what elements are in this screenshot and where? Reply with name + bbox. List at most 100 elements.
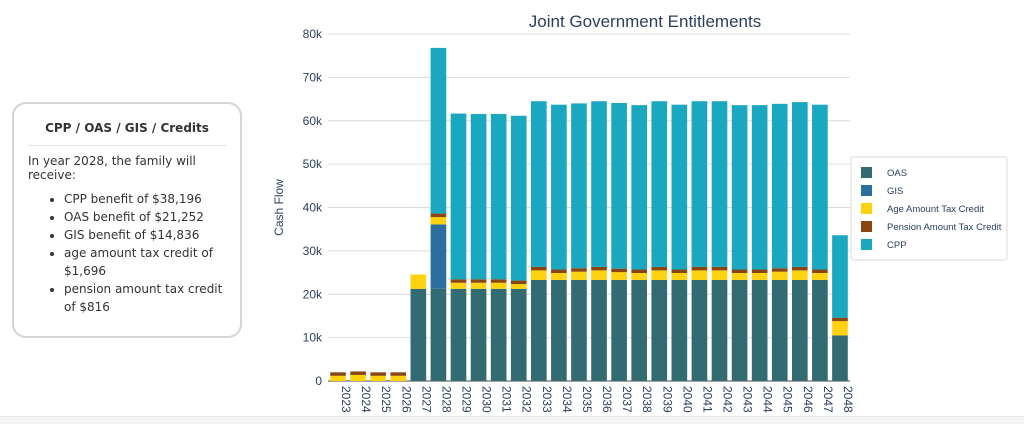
bar-age-amount-tax-credit-2035 — [571, 271, 587, 280]
bar-pension-amount-tax-credit-2029 — [450, 279, 467, 283]
legend-label: Age Amount Tax Credit — [887, 204, 984, 215]
bar-cpp-2045 — [771, 103, 788, 269]
y-tick-label: 60k — [303, 114, 323, 128]
bar-oas-2042 — [711, 279, 728, 381]
bar-oas-2027 — [410, 288, 427, 381]
bar-pension-amount-tax-credit-2038 — [631, 269, 648, 273]
bar-cpp-2038 — [631, 105, 648, 270]
x-tick-label: 2030 — [480, 386, 494, 413]
bar-pension-amount-tax-credit-2046 — [791, 266, 808, 271]
bar-pension-amount-tax-credit-2032 — [510, 280, 527, 285]
y-tick-label: 30k — [303, 244, 323, 258]
legend-box — [850, 156, 1008, 261]
bar-pension-amount-tax-credit-2031 — [490, 279, 507, 283]
bar-age-amount-tax-credit-2034 — [551, 272, 567, 280]
bar-age-amount-tax-credit-2043 — [731, 272, 748, 280]
x-tick-label: 2047 — [821, 386, 835, 413]
bar-oas-2039 — [651, 279, 668, 381]
bar-cpp-2041 — [691, 101, 708, 267]
benefit-item-cpp: CPP benefit of $38,196 — [64, 190, 226, 208]
bar-cpp-2047 — [812, 104, 828, 270]
bar-age-amount-tax-credit-2047 — [812, 272, 828, 280]
benefit-list: CPP benefit of $38,196 OAS benefit of $2… — [28, 190, 226, 316]
bar-cpp-2043 — [731, 105, 748, 270]
bar-age-amount-tax-credit-2046 — [791, 270, 808, 280]
benefit-item-pension-credit: pension amount tax credit of $816 — [64, 280, 226, 316]
bar-pension-amount-tax-credit-2033 — [530, 266, 547, 271]
bar-oas-2033 — [530, 279, 547, 381]
bar-oas-2034 — [551, 279, 567, 381]
y-tick-label: 80k — [303, 27, 323, 41]
bar-pension-amount-tax-credit-2035 — [571, 268, 587, 272]
bar-pension-amount-tax-credit-2025 — [370, 372, 387, 376]
y-tick-label: 0 — [315, 374, 322, 388]
bar-age-amount-tax-credit-2024 — [350, 374, 366, 381]
bar-cpp-2037 — [611, 102, 627, 269]
bar-cpp-2033 — [530, 101, 547, 267]
summary-card-title: CPP / OAS / GIS / Credits — [45, 121, 209, 135]
bar-cpp-2042 — [711, 101, 728, 267]
bar-cpp-2048 — [832, 235, 848, 318]
bar-pension-amount-tax-credit-2040 — [671, 269, 688, 273]
legend-label: CPP — [887, 240, 907, 251]
bar-pension-amount-tax-credit-2044 — [751, 269, 768, 273]
y-tick-label: 10k — [303, 331, 323, 345]
bar-cpp-2030 — [470, 114, 487, 280]
x-tick-label: 2037 — [620, 386, 634, 413]
summary-card: CPP / OAS / GIS / Credits In year 2028, … — [12, 102, 242, 338]
x-tick-label: 2044 — [761, 386, 775, 413]
x-tick-label: 2029 — [460, 386, 474, 413]
x-tick-label: 2035 — [580, 386, 594, 413]
bar-pension-amount-tax-credit-2026 — [390, 372, 407, 376]
y-tick-label: 50k — [303, 157, 323, 171]
x-tick-label: 2025 — [379, 386, 393, 413]
x-tick-label: 2042 — [721, 386, 735, 413]
legend-label: Pension Amount Tax Credit — [887, 222, 1002, 233]
x-tick-label: 2027 — [419, 386, 433, 413]
x-tick-label: 2026 — [399, 386, 413, 413]
bar-age-amount-tax-credit-2025 — [370, 375, 387, 381]
bar-pension-amount-tax-credit-2041 — [691, 266, 708, 271]
bar-oas-2031 — [490, 288, 507, 381]
bar-pension-amount-tax-credit-2039 — [651, 266, 668, 271]
bar-pension-amount-tax-credit-2030 — [470, 279, 487, 283]
bar-oas-2030 — [470, 288, 487, 381]
summary-card-divider — [28, 145, 226, 146]
bar-oas-2046 — [791, 279, 808, 381]
legend-label: GIS — [887, 186, 903, 197]
bar-age-amount-tax-credit-2038 — [631, 272, 648, 280]
bar-age-amount-tax-credit-2037 — [611, 272, 627, 280]
bar-gis-2028 — [430, 224, 447, 289]
bar-age-amount-tax-credit-2023 — [330, 375, 346, 381]
bar-cpp-2031 — [490, 114, 507, 280]
bar-cpp-2046 — [791, 102, 808, 267]
bar-pension-amount-tax-credit-2028 — [430, 213, 447, 218]
bar-age-amount-tax-credit-2042 — [711, 270, 728, 280]
bar-oas-2028 — [430, 288, 447, 381]
legend-swatch-oas — [861, 167, 872, 178]
bar-age-amount-tax-credit-2045 — [771, 271, 788, 280]
x-tick-label: 2023 — [339, 386, 353, 413]
bar-cpp-2032 — [510, 115, 527, 281]
bar-pension-amount-tax-credit-2024 — [350, 371, 366, 375]
bar-cpp-2028 — [430, 47, 447, 214]
bar-age-amount-tax-credit-2030 — [470, 282, 487, 289]
x-tick-label: 2046 — [801, 386, 815, 413]
bar-cpp-2034 — [551, 104, 567, 270]
bar-oas-2035 — [571, 279, 587, 381]
x-tick-label: 2038 — [640, 386, 654, 413]
x-tick-label: 2036 — [600, 386, 614, 413]
legend-swatch-cpp — [861, 239, 872, 250]
x-tick-label: 2031 — [500, 386, 514, 413]
bar-cpp-2029 — [450, 113, 467, 280]
y-tick-label: 40k — [303, 201, 323, 215]
y-tick-label: 20k — [303, 287, 323, 301]
bar-pension-amount-tax-credit-2043 — [731, 269, 748, 273]
x-tick-label: 2039 — [660, 386, 674, 413]
bar-age-amount-tax-credit-2026 — [390, 375, 407, 381]
bar-oas-2041 — [691, 279, 708, 381]
benefit-item-gis: GIS benefit of $14,836 — [64, 226, 226, 244]
bar-age-amount-tax-credit-2028 — [430, 217, 447, 225]
bar-age-amount-tax-credit-2029 — [450, 282, 467, 289]
